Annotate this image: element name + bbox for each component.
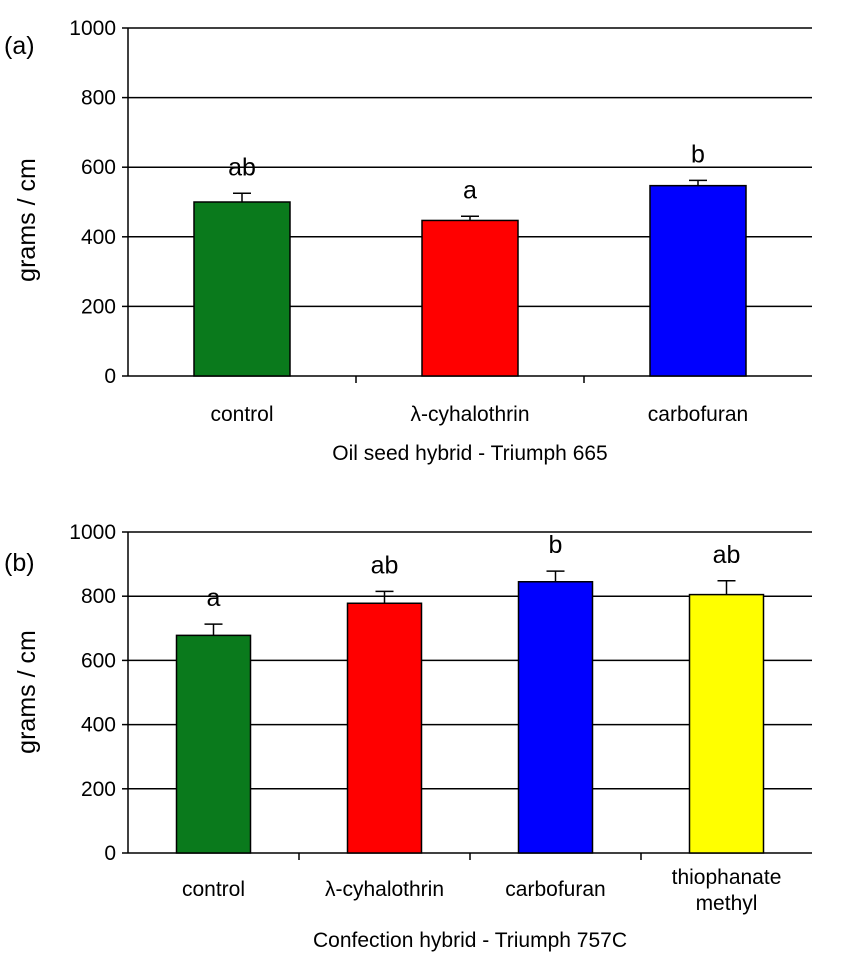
y-axis-label: grams / cm <box>13 630 41 754</box>
bar-1 <box>193 201 291 377</box>
bar-3 <box>517 581 594 854</box>
bar-1 <box>175 634 252 854</box>
bar-3 <box>649 184 747 377</box>
category-label-4: thiophanate methyl <box>672 866 782 915</box>
significance-label-2: a <box>463 176 477 204</box>
significance-label-2: ab <box>371 551 399 579</box>
panel-label: (b) <box>4 549 35 577</box>
category-label-3: carbofuran <box>505 878 605 901</box>
y-tick-label: 1000 <box>69 521 116 544</box>
y-axis-label: grams / cm <box>13 158 41 282</box>
category-label-3: carbofuran <box>648 403 748 426</box>
y-tick-label: 200 <box>81 778 116 801</box>
y-tick-label: 600 <box>81 156 116 179</box>
significance-label-3: b <box>691 140 705 168</box>
category-label-2: λ-cyhalothrin <box>325 878 444 901</box>
category-label-1: control <box>210 403 273 426</box>
y-tick-label: 400 <box>81 714 116 737</box>
y-tick-label: 200 <box>81 295 116 318</box>
category-label-2: λ-cyhalothrin <box>410 403 529 426</box>
y-tick-label: 800 <box>81 585 116 608</box>
significance-label-3: b <box>549 531 563 559</box>
y-tick-label: 1000 <box>69 17 116 40</box>
bar-2 <box>421 219 519 377</box>
bar-2 <box>346 602 423 854</box>
x-axis-label: Confection hybrid - Triumph 757C <box>313 929 627 952</box>
y-tick-label: 0 <box>104 842 116 865</box>
bar-4 <box>688 593 765 854</box>
y-tick-label: 0 <box>104 365 116 388</box>
y-tick-label: 800 <box>81 87 116 110</box>
y-tick-label: 600 <box>81 649 116 672</box>
x-axis-label: Oil seed hybrid - Triumph 665 <box>332 442 607 465</box>
significance-label-4: ab <box>713 541 741 569</box>
panel-label: (a) <box>4 32 35 60</box>
category-label-1: control <box>182 878 245 901</box>
significance-label-1: ab <box>228 153 256 181</box>
significance-label-1: a <box>207 584 221 612</box>
y-tick-label: 400 <box>81 226 116 249</box>
